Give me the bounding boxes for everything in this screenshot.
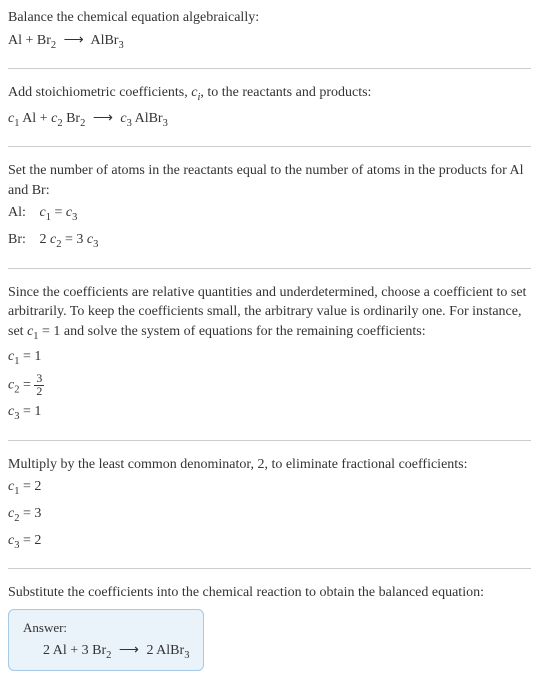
text-2b: , to the reactants and products: xyxy=(200,85,371,100)
br-label: Br: xyxy=(8,229,36,251)
arrow-ans: ⟶ xyxy=(119,642,139,659)
br-sub: 2 xyxy=(80,117,85,128)
eq-albr-sub: 3 xyxy=(184,649,189,660)
divider-5 xyxy=(8,568,531,569)
c1-eq-5: c1 = 2 xyxy=(8,476,531,501)
divider-3 xyxy=(8,268,531,269)
text-4b: = 1 and solve the system of equations fo… xyxy=(39,324,426,339)
albr-sub: 3 xyxy=(163,117,168,128)
c3-5-val: = 2 xyxy=(19,533,41,548)
eq-br-sub: 2 xyxy=(106,649,111,660)
c1-eq: c1 = 1 xyxy=(8,346,531,371)
section-2: Add stoichiometric coefficients, ci, to … xyxy=(8,83,531,132)
arrow-1: ⟶ xyxy=(64,30,84,52)
divider-1 xyxy=(8,68,531,69)
answer-equation: 2 Al + 3 Br2 ⟶ 2 AlBr3 xyxy=(23,642,189,661)
br-eq: = 3 xyxy=(61,232,86,247)
al-c3-sub: 3 xyxy=(72,212,77,223)
albr: AlBr xyxy=(132,111,163,126)
c2-5-val: = 3 xyxy=(19,506,41,521)
section-3: Set the number of atoms in the reactants… xyxy=(8,161,531,253)
br-equation: Br: 2 c2 = 3 c3 xyxy=(8,229,531,254)
br-c3-sub: 3 xyxy=(93,239,98,250)
c3-eq-5: c3 = 2 xyxy=(8,530,531,555)
instruction-5: Multiply by the least common denominator… xyxy=(8,455,531,475)
br-2: 2 xyxy=(40,232,51,247)
arrow-2: ⟶ xyxy=(93,108,113,130)
text-2a: Add stoichiometric coefficients, xyxy=(8,85,191,100)
equation-2: c1 Al + c2 Br2 ⟶ c3 AlBr3 xyxy=(8,108,531,133)
c3-4-val: = 1 xyxy=(19,404,41,419)
al-eq: = xyxy=(51,205,66,220)
al-label: Al: xyxy=(8,202,36,224)
c3-eq: c3 = 1 xyxy=(8,401,531,426)
c1-5-val: = 2 xyxy=(19,479,41,494)
eq-al: Al + Br xyxy=(8,33,51,48)
frac-den: 2 xyxy=(34,386,44,398)
section-6: Substitute the coefficients into the che… xyxy=(8,583,531,671)
c1-4-val: = 1 xyxy=(19,349,41,364)
eq-sub2: 3 xyxy=(118,39,123,50)
al: Al + xyxy=(19,111,51,126)
eq-sub1: 2 xyxy=(51,39,56,50)
eq-2al: 2 Al + 3 Br xyxy=(43,643,106,658)
eq-2albr: 2 AlBr xyxy=(146,643,184,658)
section-1: Balance the chemical equation algebraica… xyxy=(8,8,531,54)
answer-box: Answer: 2 Al + 3 Br2 ⟶ 2 AlBr3 xyxy=(8,609,204,672)
br: Br xyxy=(63,111,81,126)
instruction-1: Balance the chemical equation algebraica… xyxy=(8,8,531,28)
eq-albr: AlBr xyxy=(90,33,118,48)
section-5: Multiply by the least common denominator… xyxy=(8,455,531,554)
equation-1: Al + Br2 ⟶ AlBr3 xyxy=(8,30,531,55)
c2-eq-5: c2 = 3 xyxy=(8,503,531,528)
instruction-6: Substitute the coefficients into the che… xyxy=(8,583,531,603)
instruction-2: Add stoichiometric coefficients, ci, to … xyxy=(8,83,531,105)
section-4: Since the coefficients are relative quan… xyxy=(8,283,531,426)
c2-4-eq: = xyxy=(19,378,34,393)
fraction: 32 xyxy=(34,373,44,398)
c2-eq: c2 = 32 xyxy=(8,373,531,399)
instruction-4: Since the coefficients are relative quan… xyxy=(8,283,531,345)
instruction-3: Set the number of atoms in the reactants… xyxy=(8,161,531,200)
divider-4 xyxy=(8,440,531,441)
al-equation: Al: c1 = c3 xyxy=(8,202,531,227)
divider-2 xyxy=(8,146,531,147)
answer-label: Answer: xyxy=(23,620,189,636)
